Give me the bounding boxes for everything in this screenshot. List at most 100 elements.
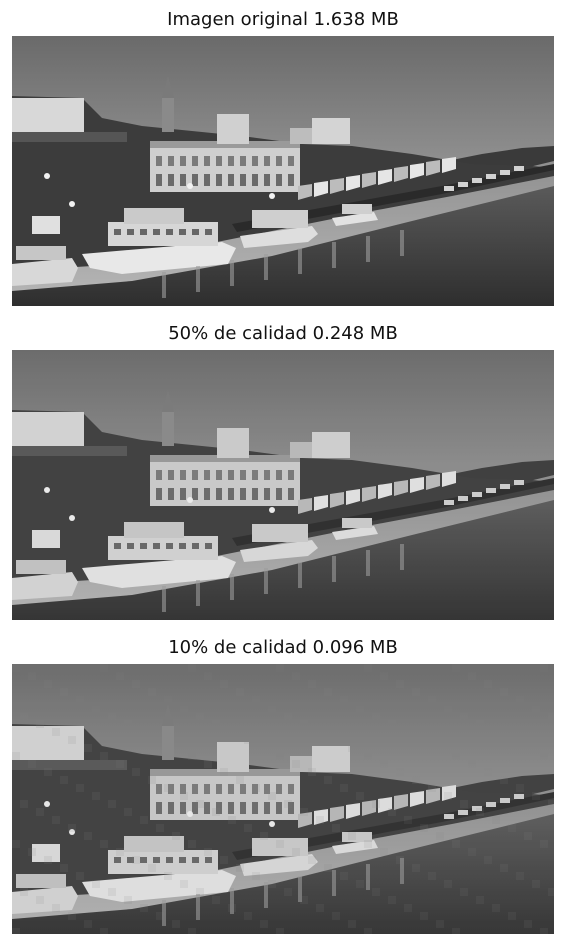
compression-block	[76, 784, 84, 792]
light-reflection	[264, 882, 268, 908]
compression-block	[436, 920, 444, 928]
compression-block	[220, 768, 228, 776]
compression-block	[500, 864, 508, 872]
market-window	[192, 784, 198, 794]
light-reflection	[298, 562, 302, 588]
compression-block	[172, 920, 180, 928]
small-boat	[12, 572, 78, 600]
compression-block	[468, 672, 476, 680]
market-stall-roof	[378, 483, 392, 499]
boat-cabin	[342, 204, 372, 214]
boat	[332, 840, 378, 854]
compression-block	[36, 720, 44, 728]
market-building	[150, 146, 300, 192]
compression-block	[332, 736, 340, 744]
compression-block	[100, 840, 108, 848]
compression-block	[252, 784, 260, 792]
compression-block	[364, 840, 372, 848]
compression-block	[188, 752, 196, 760]
compression-block	[500, 688, 508, 696]
light-reflection	[332, 242, 336, 268]
compression-block	[292, 672, 300, 680]
market-window	[204, 488, 210, 500]
building-awning	[12, 760, 127, 770]
compression-block	[492, 728, 500, 736]
compression-block	[524, 920, 532, 928]
compression-block	[460, 712, 468, 720]
church-tower	[162, 726, 174, 760]
market-stall-roof	[442, 471, 456, 487]
light-reflection	[298, 876, 302, 902]
compression-block	[28, 672, 36, 680]
market-window	[276, 470, 282, 480]
market-roof	[150, 141, 300, 148]
market-window	[180, 174, 186, 186]
light-reflection	[366, 236, 370, 262]
ferry-window	[192, 229, 199, 235]
compression-block	[124, 720, 132, 728]
market-window	[168, 802, 174, 814]
compression-block	[396, 856, 404, 864]
river-water	[12, 814, 554, 934]
light-reflection	[162, 900, 166, 926]
compression-block	[428, 696, 436, 704]
street-lamp	[44, 173, 50, 179]
compression-block	[108, 888, 116, 896]
market-stall-roof	[298, 812, 312, 828]
light-reflection	[400, 858, 404, 884]
kiosk	[32, 216, 60, 234]
light-reflection	[230, 574, 234, 600]
kiosk	[32, 530, 60, 548]
compression-block	[452, 664, 460, 672]
compression-block	[420, 912, 428, 920]
compression-block	[420, 824, 428, 832]
compression-block	[404, 904, 412, 912]
compression-block	[284, 712, 292, 720]
market-window	[204, 784, 210, 794]
compression-block	[388, 808, 396, 816]
market-window	[276, 174, 282, 186]
compression-block	[212, 808, 220, 816]
compression-block	[340, 784, 348, 792]
compression-block	[156, 736, 164, 744]
compression-block	[28, 848, 36, 856]
compression-block	[204, 848, 212, 856]
market-stall-roof	[330, 806, 344, 822]
compression-block	[116, 672, 124, 680]
market-stall-roof	[442, 785, 456, 801]
distant-boat	[444, 186, 454, 191]
compression-block	[276, 840, 284, 848]
compression-block	[516, 696, 524, 704]
market-window	[276, 784, 282, 794]
market-window	[192, 156, 198, 166]
compression-block	[204, 672, 212, 680]
market-window	[264, 802, 270, 814]
compression-block	[20, 712, 28, 720]
compression-block	[20, 800, 28, 808]
compression-block	[92, 704, 100, 712]
market-building	[150, 460, 300, 506]
distant-boat	[514, 794, 524, 799]
tower-building	[312, 432, 350, 458]
market-window	[228, 470, 234, 480]
compression-block	[172, 832, 180, 840]
small-boat-cabin	[16, 560, 66, 574]
street-lamp	[269, 507, 275, 513]
market-window	[252, 156, 258, 166]
kiosk	[32, 844, 60, 862]
compression-block	[236, 776, 244, 784]
compression-block	[452, 840, 460, 848]
compression-block	[236, 688, 244, 696]
compression-block	[44, 856, 52, 864]
market-window	[192, 470, 198, 480]
compression-block	[100, 752, 108, 760]
river-water	[12, 186, 554, 306]
market-stall-roof	[362, 800, 376, 816]
compression-block	[20, 888, 28, 896]
market-stall-roof	[394, 166, 408, 182]
market-stall-roof	[394, 794, 408, 810]
tower-building	[290, 128, 312, 144]
market-stall-roof	[330, 492, 344, 508]
compression-block	[500, 776, 508, 784]
light-reflection	[196, 580, 200, 606]
